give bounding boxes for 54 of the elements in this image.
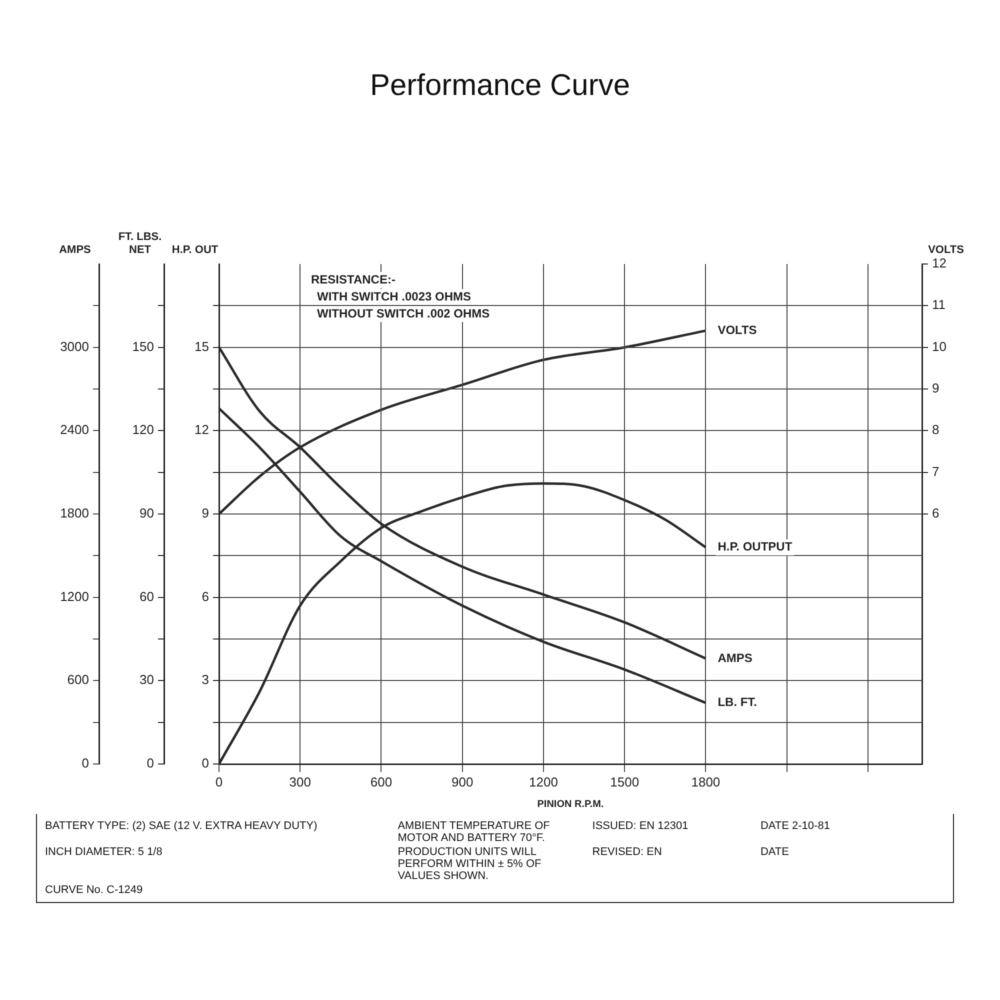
y-tick-label: 10 <box>932 338 946 354</box>
text: DATE 2-10-81 <box>760 820 831 834</box>
y3-tick-label: 150 <box>132 338 154 354</box>
x-tick-label: 1500 <box>610 774 640 790</box>
y2-tick-label: 12 <box>194 422 209 438</box>
text: ISSUED: EN 12301 <box>592 820 690 834</box>
text: AMBIENT TEMPERATURE OF MOTOR AND BATTERY 70°F. <box>398 820 551 844</box>
y-tick-label: 11 <box>932 297 946 312</box>
y3-tick-label: 30 <box>140 672 154 688</box>
text: REVISED: EN <box>592 846 663 860</box>
y-tick-label: 12 <box>932 256 946 271</box>
x-tick-label: 1800 <box>691 774 720 790</box>
y-tick-label: 9 <box>932 380 940 396</box>
y3-tick-label: 120 <box>132 422 154 438</box>
y-tick-label: 8 <box>932 422 940 438</box>
y3-tick-label: 90 <box>140 506 154 521</box>
y2-tick-label: 9 <box>202 506 209 521</box>
chart-title: Performance Curve <box>368 68 632 104</box>
series-label: H.P. OUTPUT <box>718 540 793 554</box>
x-tick-label: 0 <box>215 774 223 790</box>
annotation: RESISTANCE:- <box>311 272 396 286</box>
y3-tick-label: 0 <box>146 756 154 771</box>
text: INCH DIAMETER: 5 1/8 <box>45 846 164 860</box>
annotation: WITH SWITCH .0023 OHMS <box>317 289 472 304</box>
series-label: AMPS <box>718 650 752 665</box>
y2-tick-label: 3 <box>202 672 209 688</box>
x-tick-label: 900 <box>451 774 474 790</box>
text: PRODUCTION UNITS WILL PERFORM WITHIN ± 5% OF VALUES SHOWN. <box>398 846 542 882</box>
x-tick-label: 600 <box>370 774 392 790</box>
series-label: LB. FT. <box>718 695 758 710</box>
text: CURVE No. C-1249 <box>45 884 144 896</box>
y2-tick-label: 15 <box>194 338 209 354</box>
y-tick-label: 0 <box>82 756 89 771</box>
y2-axis-title: H.P. OUT <box>172 244 218 256</box>
y-tick-label: 7 <box>932 464 940 479</box>
y-tick-label: 3000 <box>60 338 89 354</box>
y-tick-label: 6 <box>932 506 940 521</box>
y2-tick-label: 6 <box>202 588 209 604</box>
x-tick-label: 300 <box>289 774 311 790</box>
y-tick-label: 1800 <box>60 506 89 521</box>
text: BATTERY TYPE: (2) SAE (12 V. EXTRA HEAVY DUTY) <box>45 820 318 834</box>
y3-tick-label: 60 <box>140 588 154 604</box>
y2-tick-label: 0 <box>202 756 209 771</box>
y-tick-label: 1200 <box>60 588 89 604</box>
series-label: VOLTS <box>718 322 757 337</box>
annotation: WITHOUT SWITCH .002 OHMS <box>317 306 490 320</box>
y3-axis-title: FT. LBS. NET <box>118 231 162 256</box>
y-tick-label: 600 <box>67 672 89 688</box>
y-axis-title: AMPS <box>59 244 91 256</box>
y-tick-label: 2400 <box>60 422 89 438</box>
x-tick-label: 1200 <box>529 774 558 790</box>
y-axis-title: VOLTS <box>928 244 964 256</box>
x-axis-title: PINION R.P.M. <box>537 798 604 810</box>
text: DATE <box>760 846 790 860</box>
